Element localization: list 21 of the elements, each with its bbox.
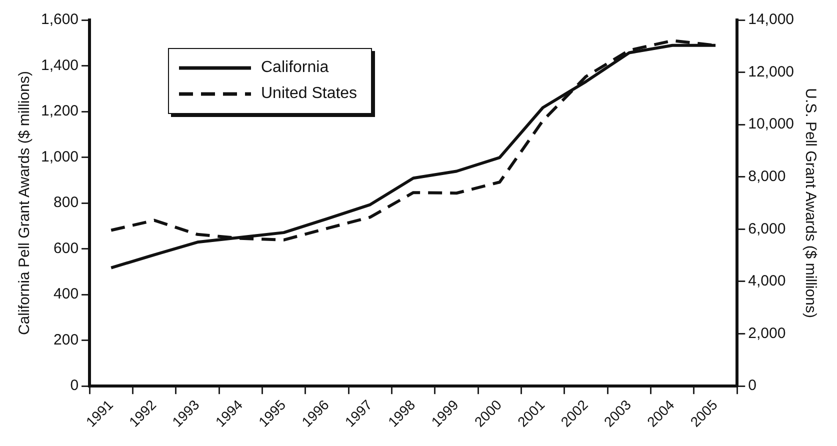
y-tick-label: 0	[70, 377, 79, 394]
y-tick-label: 800	[54, 194, 79, 212]
y-tick-label: 200	[54, 331, 79, 348]
y2-tick-label: 6,000	[748, 220, 786, 238]
legend-label: California	[261, 59, 329, 77]
y-tick-label: 400	[54, 286, 79, 303]
y2-tick-label: 8,000	[748, 168, 786, 186]
y-tick-label: 1,600	[40, 11, 79, 28]
y2-tick-label: 14,000	[748, 11, 794, 28]
y-axis-title: California Pell Grant Awards ($ millions)	[16, 71, 34, 336]
y2-axis-title: U.S. Pell Grant Awards ($ millions)	[802, 88, 819, 318]
y-tick-label: 1,000	[40, 148, 79, 166]
y-tick-label: 1,400	[40, 56, 79, 74]
y2-tick-label: 12,000	[748, 63, 794, 80]
y2-tick-label: 0	[748, 377, 756, 394]
legend-label: United States	[261, 85, 358, 103]
y2-tick-label: 10,000	[748, 116, 794, 133]
y-tick-label: 600	[54, 240, 79, 257]
y2-tick-label: 2,000	[748, 324, 786, 342]
y-tick-label: 1,200	[40, 102, 79, 120]
y2-tick-label: 4,000	[748, 272, 786, 290]
